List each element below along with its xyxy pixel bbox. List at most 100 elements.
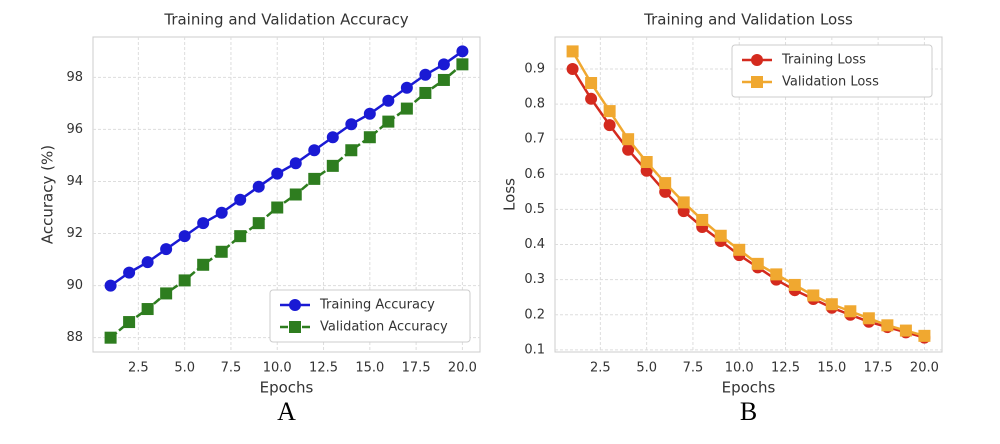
data-point <box>123 266 136 279</box>
data-point <box>215 245 228 258</box>
data-point <box>918 329 931 342</box>
x-tick-label: 17.5 <box>402 361 431 376</box>
x-tick-label: 12.5 <box>309 361 338 376</box>
legend-marker <box>289 299 301 311</box>
data-point <box>677 196 690 209</box>
data-point <box>844 305 857 318</box>
data-point <box>234 193 247 206</box>
data-point <box>566 45 579 58</box>
data-point <box>104 279 117 292</box>
data-point <box>419 68 432 81</box>
x-tick-label: 12.5 <box>771 361 800 376</box>
data-point <box>123 316 136 329</box>
data-point <box>308 144 321 157</box>
data-point <box>382 94 395 107</box>
data-point <box>289 188 302 201</box>
x-axis-label: Epochs <box>722 379 776 397</box>
x-tick-label: 20.0 <box>448 361 477 376</box>
data-point <box>566 62 579 75</box>
data-point <box>234 230 247 243</box>
data-point <box>659 177 672 190</box>
data-point <box>326 159 339 172</box>
data-point <box>326 131 339 144</box>
legend-box <box>269 289 471 343</box>
data-point <box>363 107 376 120</box>
y-tick-label: 94 <box>66 174 83 189</box>
y-tick-label: 98 <box>66 70 83 85</box>
data-point <box>622 143 635 156</box>
data-point <box>807 289 820 302</box>
data-point <box>363 131 376 144</box>
panel-caption: A <box>277 397 296 426</box>
data-point <box>345 144 358 157</box>
data-point <box>751 257 764 270</box>
data-point <box>603 105 616 118</box>
data-point <box>308 172 321 185</box>
data-point <box>622 133 635 146</box>
data-point <box>197 258 210 271</box>
data-point <box>733 243 746 256</box>
data-point <box>345 118 358 131</box>
data-point <box>289 157 302 170</box>
data-point <box>437 73 450 86</box>
data-point <box>197 217 210 230</box>
y-tick-label: 90 <box>66 278 83 293</box>
x-tick-label: 5.0 <box>174 361 195 376</box>
y-tick-label: 0.4 <box>524 237 545 252</box>
data-point <box>714 229 727 242</box>
y-tick-label: 0.8 <box>524 97 545 112</box>
y-tick-label: 0.3 <box>524 272 545 287</box>
data-point <box>825 298 838 311</box>
x-tick-label: 10.0 <box>725 361 754 376</box>
data-point <box>456 45 469 58</box>
data-point <box>178 230 191 243</box>
y-tick-label: 92 <box>66 226 83 241</box>
data-point <box>400 81 413 94</box>
y-tick-label: 0.6 <box>524 167 545 182</box>
data-point <box>141 303 154 316</box>
data-point <box>252 180 265 193</box>
data-point <box>585 77 598 90</box>
data-point <box>382 115 395 128</box>
data-point <box>437 58 450 71</box>
x-tick-label: 20.0 <box>910 361 939 376</box>
panel-caption: B <box>740 397 757 426</box>
legend-marker <box>289 321 301 333</box>
y-axis-label: Accuracy (%) <box>39 145 57 244</box>
data-point <box>271 167 284 180</box>
data-point <box>603 119 616 132</box>
y-tick-label: 0.2 <box>524 307 545 322</box>
data-point <box>215 206 228 219</box>
y-tick-label: 88 <box>66 330 83 345</box>
data-point <box>141 256 154 269</box>
chart-title: Training and Validation Loss <box>643 11 853 29</box>
legend-label: Validation Accuracy <box>320 320 448 335</box>
data-point <box>400 102 413 115</box>
data-point <box>770 268 783 281</box>
data-point <box>862 312 875 325</box>
data-point <box>640 156 653 169</box>
y-tick-label: 0.9 <box>524 61 545 76</box>
legend-box <box>731 44 933 98</box>
x-axis-label: Epochs <box>260 379 314 397</box>
chart-title: Training and Validation Accuracy <box>163 11 408 29</box>
data-point <box>104 331 117 344</box>
x-tick-label: 15.0 <box>355 361 384 376</box>
data-point <box>178 274 191 287</box>
x-tick-label: 17.5 <box>864 361 893 376</box>
x-tick-label: 7.5 <box>683 361 704 376</box>
legend-label: Training Loss <box>781 53 866 68</box>
x-tick-label: 10.0 <box>263 361 292 376</box>
data-point <box>252 217 265 230</box>
y-tick-label: 96 <box>66 122 83 137</box>
x-tick-label: 5.0 <box>636 361 657 376</box>
x-tick-label: 15.0 <box>817 361 846 376</box>
data-point <box>419 86 432 99</box>
legend-label: Training Accuracy <box>319 298 435 313</box>
series-line <box>109 63 464 339</box>
data-point <box>585 92 598 105</box>
x-tick-label: 2.5 <box>590 361 611 376</box>
data-point <box>160 243 173 256</box>
